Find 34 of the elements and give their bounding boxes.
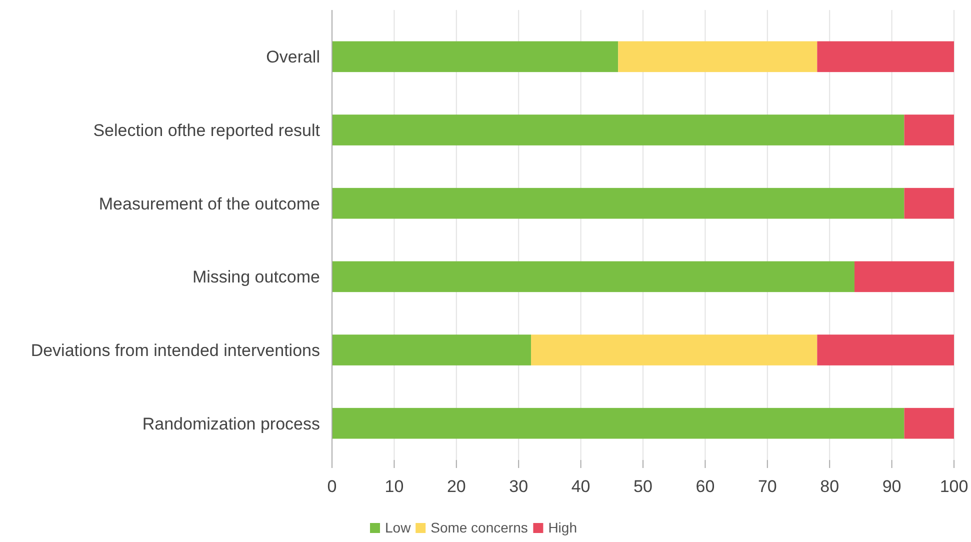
bar xyxy=(904,188,954,219)
y-tick-label: Overall xyxy=(266,48,320,67)
bar xyxy=(332,188,904,219)
bar xyxy=(332,261,854,292)
x-tick-label: 30 xyxy=(509,477,528,496)
bar xyxy=(904,408,954,439)
x-tick-label: 20 xyxy=(446,477,466,496)
bar xyxy=(332,41,618,72)
x-tick-label: 80 xyxy=(820,477,840,496)
x-tick-label: 0 xyxy=(327,477,337,496)
x-tick-label: 40 xyxy=(571,477,590,496)
x-tick-label: 70 xyxy=(758,477,777,496)
y-tick-label: Selection ofthe reported result xyxy=(93,121,320,140)
x-tick-label: 60 xyxy=(696,477,715,496)
bar xyxy=(332,114,904,146)
bar xyxy=(817,41,954,72)
y-tick-label: Measurement of the outcome xyxy=(98,194,320,214)
bar xyxy=(854,261,954,292)
x-tick-label: 90 xyxy=(882,477,902,496)
legend-label: Low xyxy=(385,520,412,536)
bar xyxy=(904,114,954,146)
bar xyxy=(332,408,904,439)
x-tick-label: 10 xyxy=(384,477,404,496)
bar xyxy=(618,41,818,72)
legend-label: High xyxy=(548,520,577,536)
x-tick-label: 100 xyxy=(940,477,968,496)
bar xyxy=(531,334,818,366)
bar xyxy=(332,334,532,366)
x-tick-label: 50 xyxy=(634,477,652,496)
y-tick-label: Randomization process xyxy=(142,414,320,434)
y-tick-label: Deviations from intended interventions xyxy=(30,341,320,360)
y-tick-label: Missing outcome xyxy=(192,268,320,287)
bar xyxy=(817,334,954,366)
legend-label: Some concerns xyxy=(430,520,528,536)
